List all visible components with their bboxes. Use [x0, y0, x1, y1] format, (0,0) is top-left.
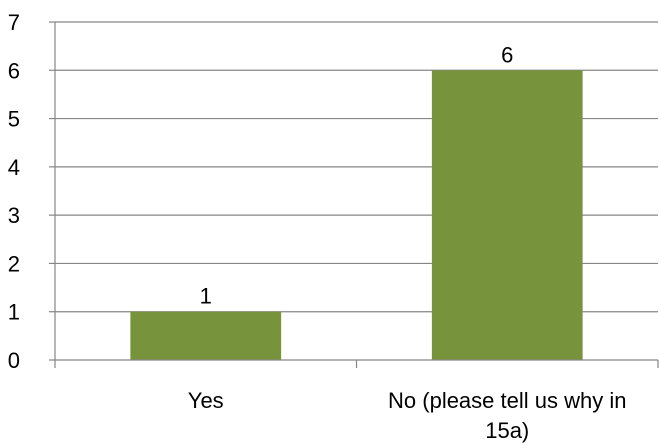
- y-tick-label: 7: [8, 10, 20, 35]
- y-tick-label: 4: [8, 155, 20, 180]
- bars: [130, 70, 583, 361]
- y-tick-label: 2: [8, 251, 20, 276]
- y-tick-label: 3: [8, 203, 20, 228]
- data-label: 1: [200, 284, 212, 309]
- y-tick-label: 5: [8, 107, 20, 132]
- y-tick-label: 1: [8, 300, 20, 325]
- axes: [49, 21, 659, 368]
- x-category-label: No (please tell us why in: [388, 388, 626, 413]
- bar-1: [431, 70, 583, 361]
- x-category-label: 15a): [485, 418, 529, 443]
- gridlines: [55, 21, 658, 313]
- data-labels: 16: [200, 42, 514, 308]
- y-tick-label: 6: [8, 58, 20, 83]
- data-label: 6: [501, 42, 513, 67]
- y-tick-label: 0: [8, 348, 20, 373]
- bar-0: [130, 311, 282, 360]
- x-category-label: Yes: [188, 388, 224, 413]
- y-axis-tick-labels: 0 1 2 3 4 5 6 7: [8, 10, 20, 373]
- x-axis-category-labels: Yes No (please tell us why in 15a): [188, 388, 627, 443]
